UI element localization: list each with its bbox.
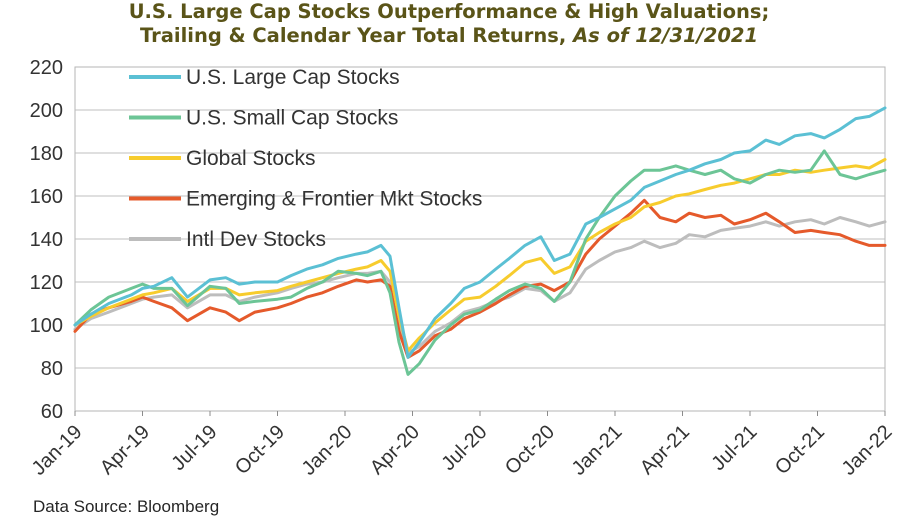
x-tick-label: Jan-22	[838, 421, 897, 480]
chart-title: U.S. Large Cap Stocks Outperformance & H…	[0, 0, 898, 48]
data-source-note: Data Source: Bloomberg	[33, 497, 220, 516]
x-tick-label: Jul-19	[167, 421, 221, 475]
series-line-0	[73, 106, 887, 359]
y-tick-label: 160	[30, 186, 63, 208]
y-tick-label: 180	[30, 143, 63, 165]
series-line-4	[73, 216, 887, 355]
y-tick-label: 120	[30, 272, 63, 294]
x-tick-label: Jul-21	[707, 421, 761, 475]
legend: U.S. Large Cap Stocks U.S. Small Cap Stoc…	[129, 66, 482, 251]
series-lines	[73, 106, 887, 376]
x-tick-label: Oct-20	[501, 421, 559, 479]
y-tick-label: 100	[30, 315, 63, 337]
x-tick-label: Oct-19	[231, 421, 289, 479]
y-tick-label: 80	[41, 358, 63, 380]
x-tick-label: Jan-20	[298, 421, 357, 480]
y-tick-label: 60	[41, 401, 63, 423]
x-tick-label: Apr-21	[636, 421, 694, 479]
legend-label: Global Stocks	[186, 147, 316, 170]
x-tick-label: Apr-20	[366, 421, 424, 479]
y-tick-label: 140	[30, 229, 63, 251]
y-tick-label: 200	[30, 100, 63, 122]
y-tick-label: 220	[30, 57, 63, 79]
legend-label: Emerging & Frontier Mkt Stocks	[186, 188, 482, 211]
legend-label: U.S. Large Cap Stocks	[186, 66, 400, 89]
gridlines	[75, 109, 885, 369]
legend-label: U.S. Small Cap Stocks	[186, 107, 398, 130]
series-line-1	[73, 149, 887, 376]
x-tick-label: Jan-19	[28, 421, 87, 480]
x-tick-label: Apr-19	[96, 421, 154, 479]
chart-title-line2: Trailing & Calendar Year Total Returns, …	[0, 24, 898, 48]
chart-title-line2-main: Trailing & Calendar Year Total Returns,	[139, 24, 567, 47]
x-tick-label: Jan-21	[568, 421, 627, 480]
chart-title-date: As of 12/31/2021	[573, 24, 759, 47]
x-tick-label: Oct-21	[771, 421, 829, 479]
chart-title-line1: U.S. Large Cap Stocks Outperformance & H…	[128, 0, 770, 23]
legend-label: Intl Dev Stocks	[186, 228, 326, 251]
x-tick-label: Jul-20	[437, 421, 491, 475]
series-line-3	[73, 198, 887, 359]
